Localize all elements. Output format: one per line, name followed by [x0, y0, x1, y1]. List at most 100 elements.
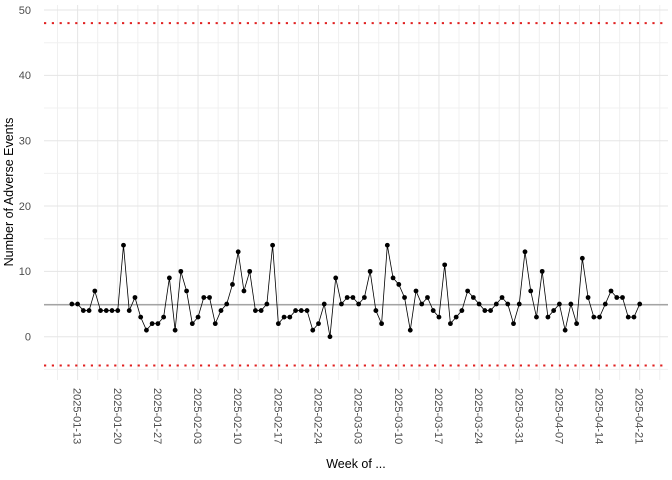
data-point [166, 275, 172, 281]
x-tick-label: 2025-03-31 [512, 388, 524, 444]
data-point [505, 301, 511, 307]
data-point [275, 321, 281, 327]
series-line [71, 244, 641, 338]
data-point [304, 308, 310, 313]
data-point [235, 249, 241, 255]
x-tick-label: 2025-03-17 [432, 388, 444, 444]
data-point [373, 308, 379, 313]
data-point [86, 308, 92, 313]
data-point [442, 262, 448, 268]
data-point [631, 314, 637, 320]
data-point [384, 242, 390, 248]
data-point [350, 295, 356, 300]
data-point [149, 321, 155, 327]
data-point [126, 308, 132, 313]
y-tick-label: 20 [19, 201, 31, 213]
data-point [493, 301, 499, 307]
data-point [224, 301, 230, 307]
data-point [344, 295, 350, 300]
data-point [264, 301, 270, 307]
data-point [298, 308, 304, 313]
x-tick-label: 2025-01-20 [111, 388, 123, 444]
x-tick-label: 2025-02-03 [191, 388, 203, 444]
data-point [281, 314, 287, 320]
data-point [321, 301, 327, 307]
data-point [597, 314, 602, 320]
data-point [620, 295, 625, 300]
x-tick-label: 2025-03-03 [352, 388, 364, 444]
data-point [258, 308, 264, 313]
data-point [356, 301, 362, 307]
reference-lines-layer [44, 22, 668, 367]
y-tick-label: 40 [19, 70, 31, 82]
data-point [115, 308, 121, 313]
data-point [574, 321, 580, 327]
data-point [459, 308, 465, 313]
x-tick-label: 2025-01-27 [151, 388, 163, 444]
data-point [407, 327, 413, 333]
data-point [310, 327, 316, 333]
data-point [172, 327, 178, 333]
x-axis-title: Week of ... [326, 457, 386, 471]
data-point [465, 288, 471, 294]
data-point [69, 301, 75, 307]
data-point [333, 275, 339, 281]
x-tick-label: 2025-04-07 [552, 388, 564, 444]
data-point [579, 255, 585, 261]
data-point [121, 242, 126, 248]
data-point [207, 295, 212, 300]
data-point [625, 314, 631, 320]
y-tick-label: 30 [19, 136, 31, 148]
data-point [287, 314, 293, 320]
data-point [361, 295, 367, 300]
axis-labels-layer: 0 10 20 30 40 50 2025-01-13 2025-01-20 2025-01-2… [19, 5, 645, 444]
x-tick-label: 2025-02-10 [231, 388, 243, 444]
data-point [218, 308, 224, 313]
data-point [103, 308, 109, 313]
data-point [602, 301, 608, 307]
data-series-layer [69, 242, 643, 340]
data-point [92, 288, 98, 294]
data-point [247, 268, 253, 274]
data-point [534, 314, 539, 320]
data-point [425, 295, 430, 300]
x-tick-label: 2025-04-14 [593, 388, 605, 444]
data-point [637, 301, 643, 307]
data-point [379, 321, 384, 327]
data-point [155, 321, 161, 327]
data-point [138, 314, 144, 320]
data-point [557, 301, 562, 307]
data-point [591, 314, 597, 320]
data-point [453, 314, 459, 320]
data-point [98, 308, 103, 313]
x-tick-label: 2025-04-21 [633, 388, 645, 444]
data-point [419, 301, 425, 307]
data-point [396, 282, 402, 287]
data-point [339, 301, 344, 307]
data-point [367, 268, 373, 274]
data-point [608, 288, 614, 294]
y-tick-label: 10 [19, 266, 31, 278]
data-point [161, 314, 167, 320]
y-tick-label: 0 [25, 332, 31, 344]
data-point [402, 295, 407, 300]
data-point [270, 242, 276, 248]
data-point [184, 288, 189, 294]
x-tick-label: 2025-02-24 [312, 388, 324, 444]
data-point [413, 288, 419, 294]
data-point [144, 327, 149, 333]
data-point [195, 314, 201, 320]
x-tick-label: 2025-01-13 [71, 388, 83, 444]
data-point [316, 321, 321, 327]
x-tick-label: 2025-03-24 [472, 388, 484, 444]
data-point [585, 295, 591, 300]
data-point [470, 295, 476, 300]
data-point [482, 308, 488, 313]
data-point [253, 308, 258, 313]
data-point [539, 268, 545, 274]
data-point [568, 301, 574, 307]
data-point [241, 288, 247, 294]
data-point [528, 288, 534, 294]
data-point [516, 301, 522, 307]
